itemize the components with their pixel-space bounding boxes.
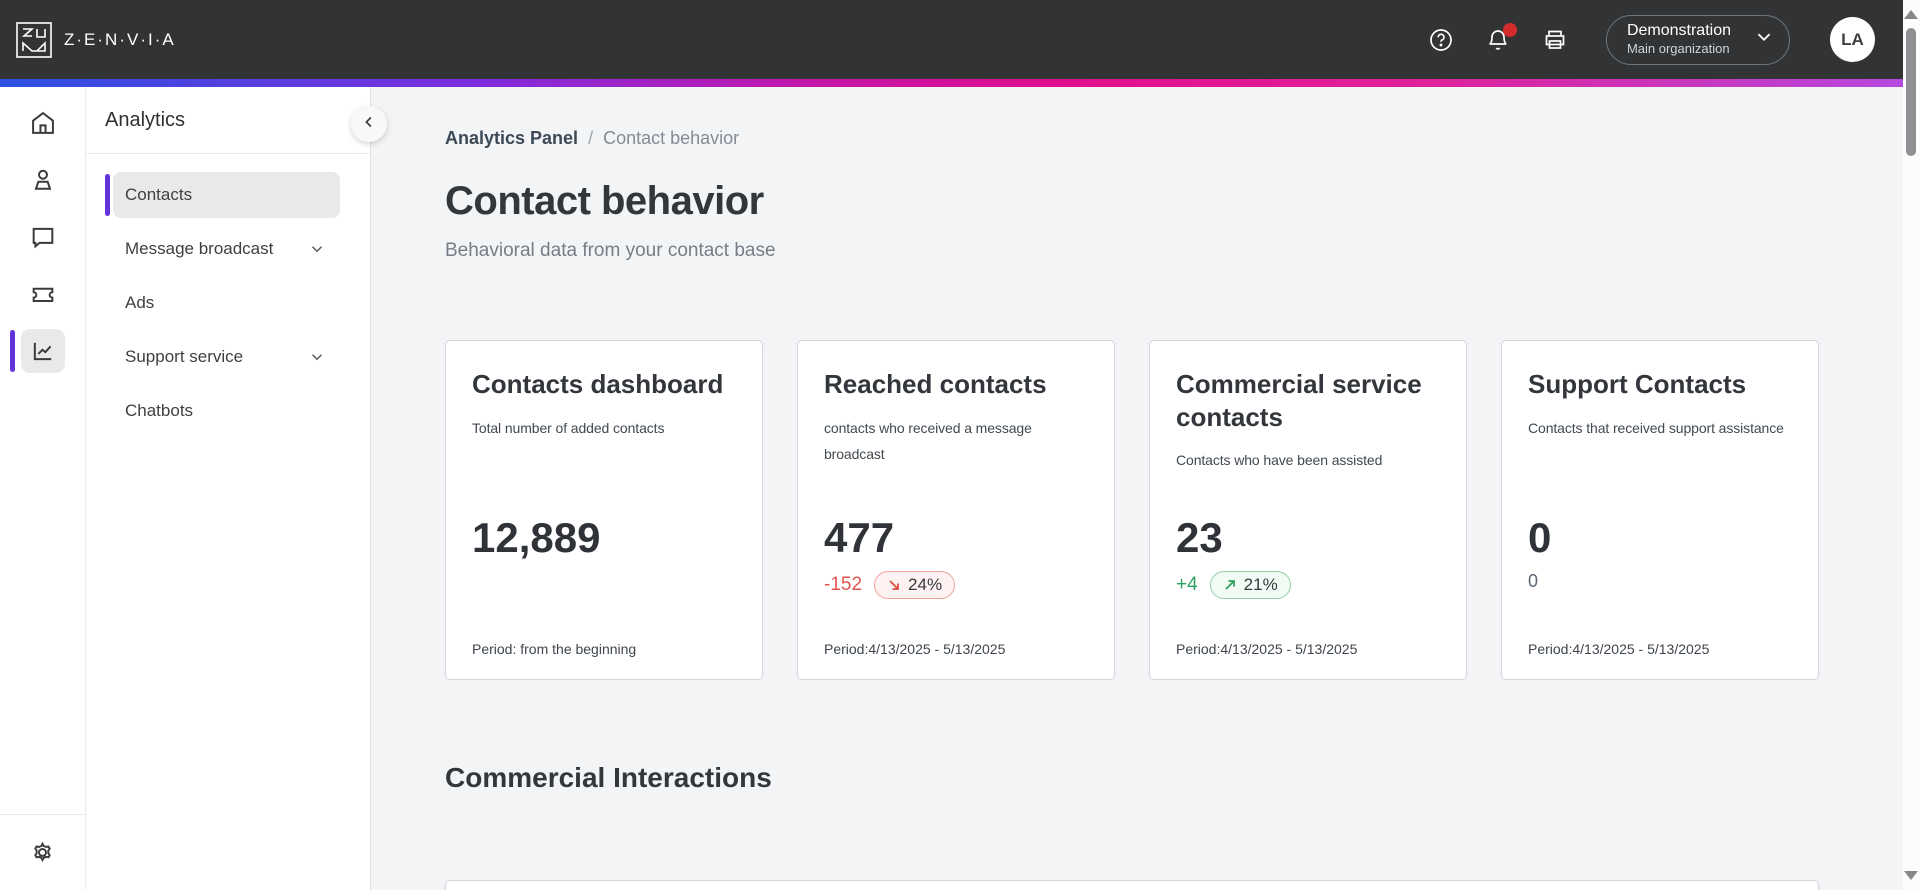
trend-badge: 21% xyxy=(1209,571,1291,599)
line-chart-icon xyxy=(20,329,65,373)
trend-up-icon xyxy=(1223,578,1237,592)
card-value: 0 xyxy=(1528,514,1552,561)
icon-rail xyxy=(0,87,86,890)
main-content: Analytics Panel / Contact behavior Conta… xyxy=(371,87,1920,890)
chevron-down-icon xyxy=(308,348,326,366)
trend-percent: 21% xyxy=(1243,575,1278,594)
organization-info: Demonstration Main organization xyxy=(1627,21,1731,57)
rail-footer xyxy=(0,814,85,890)
organization-subtitle: Main organization xyxy=(1626,41,1730,57)
trend-row: +4 21% xyxy=(1176,571,1291,599)
bell-icon xyxy=(1486,28,1510,52)
ticket-icon xyxy=(21,272,65,316)
scrollbar-thumb[interactable] xyxy=(1906,28,1916,156)
breadcrumb-separator: / xyxy=(588,128,594,148)
breadcrumb-parent-link[interactable]: Analytics Panel xyxy=(445,128,579,148)
nav-item-label: Ads xyxy=(125,293,155,312)
card-reached-contacts: Reached contacts contacts who received a… xyxy=(797,340,1115,680)
nav-item-ads[interactable]: Ads xyxy=(113,280,340,326)
nav-item-support-service[interactable]: Support service xyxy=(113,334,340,380)
nav-item-label: Chatbots xyxy=(125,401,194,420)
card-commercial-service-contacts: Commercial service contacts Contacts who… xyxy=(1149,340,1467,680)
print-button[interactable] xyxy=(1543,28,1567,52)
user-avatar[interactable]: LA xyxy=(1830,17,1875,62)
kpi-cards-row: Contacts dashboard Total number of added… xyxy=(445,340,1837,680)
sidebar-item-analytics[interactable] xyxy=(0,329,85,373)
zenvia-logo-icon xyxy=(14,20,54,60)
card-support-contacts: Support Contacts Contacts that received … xyxy=(1501,340,1819,680)
trend-badge: 24% xyxy=(874,571,956,599)
chevron-down-icon xyxy=(308,240,326,258)
card-period: Period:4/13/2025 - 5/13/2025 xyxy=(824,641,1006,657)
delta-value: +4 xyxy=(1176,574,1198,595)
card-title: Contacts dashboard xyxy=(472,369,724,399)
card-contacts-dashboard: Contacts dashboard Total number of added… xyxy=(445,340,763,680)
chevron-down-icon xyxy=(1753,26,1775,53)
home-icon xyxy=(21,101,65,145)
delta-value: -152 xyxy=(824,574,863,595)
page-scrollbar[interactable] xyxy=(1903,0,1920,890)
card-description: contacts who received a message broadcas… xyxy=(824,419,1032,463)
nav-item-label: Support service xyxy=(125,347,244,366)
sidebar-item-conversations[interactable] xyxy=(0,215,85,259)
nav-item-contacts[interactable]: Contacts xyxy=(105,172,340,218)
card-title: Support Contacts xyxy=(1528,369,1747,399)
app-body: Analytics Contacts Message broadcast Ads… xyxy=(0,87,1920,890)
panel-title: Analytics xyxy=(105,108,186,131)
nav-item-message-broadcast[interactable]: Message broadcast xyxy=(113,226,340,272)
card-value: 23 xyxy=(1176,514,1223,561)
page-title: Contact behavior xyxy=(445,179,764,223)
card-title: Commercial service contacts xyxy=(1176,369,1422,432)
card-description: Contacts who have been assisted xyxy=(1176,452,1383,468)
delta-value: 0 xyxy=(1528,571,1539,591)
scrollbar-up-arrow[interactable] xyxy=(1904,10,1918,19)
analytics-nav-panel: Analytics Contacts Message broadcast Ads… xyxy=(86,87,371,890)
trend-down-icon xyxy=(887,578,901,592)
nav-item-label: Contacts xyxy=(125,185,193,204)
settings-button[interactable] xyxy=(21,831,65,875)
card-period: Period: from the beginning xyxy=(472,641,637,657)
card-title: Reached contacts xyxy=(824,369,1047,399)
card-value: 12,889 xyxy=(472,514,601,561)
top-bar: Z·E·N·V·I·A xyxy=(0,0,1920,79)
trend-row: 0 xyxy=(1528,571,1538,592)
topbar-actions: Demonstration Main organization LA xyxy=(1396,14,1875,65)
organization-name: Demonstration xyxy=(1626,22,1731,40)
notification-badge xyxy=(1502,22,1517,37)
person-icon xyxy=(21,158,65,202)
nav-item-chatbots[interactable]: Chatbots xyxy=(113,388,340,434)
organization-switcher[interactable]: Demonstration Main organization xyxy=(1605,14,1790,65)
breadcrumb-current: Contact behavior xyxy=(603,128,740,148)
card-description: Contacts that received support assistanc… xyxy=(1528,419,1784,436)
sidebar-item-contacts[interactable] xyxy=(0,158,85,202)
card-description: Total number of added contacts xyxy=(472,419,665,436)
collapse-panel-button[interactable] xyxy=(351,106,387,142)
sidebar-item-home[interactable] xyxy=(0,101,85,145)
brand-name: Z·E·N·V·I·A xyxy=(64,29,176,49)
card-period: Period:4/13/2025 - 5/13/2025 xyxy=(1528,641,1710,657)
scrollbar-down-arrow[interactable] xyxy=(1904,871,1918,880)
trend-row: -152 24% xyxy=(824,571,956,599)
trend-percent: 24% xyxy=(908,575,943,594)
gear-icon xyxy=(21,831,65,875)
commercial-interactions-card xyxy=(445,880,1819,890)
brand-gradient-bar xyxy=(0,79,1920,87)
printer-icon xyxy=(1543,28,1567,52)
chat-bubble-icon xyxy=(21,215,65,259)
sidebar-item-tickets[interactable] xyxy=(0,272,85,316)
card-period: Period:4/13/2025 - 5/13/2025 xyxy=(1176,641,1358,657)
chevron-left-icon xyxy=(360,113,378,136)
section-title-commercial-interactions: Commercial Interactions xyxy=(445,762,772,793)
panel-header: Analytics xyxy=(86,87,370,154)
nav-item-label: Message broadcast xyxy=(125,239,274,258)
zenvia-logo[interactable]: Z·E·N·V·I·A xyxy=(14,20,176,60)
page-subtitle: Behavioral data from your contact base xyxy=(445,240,776,261)
panel-list: Contacts Message broadcast Ads Support s… xyxy=(86,154,370,442)
card-value: 477 xyxy=(824,514,895,561)
help-icon xyxy=(1429,28,1453,52)
breadcrumb: Analytics Panel / Contact behavior xyxy=(445,128,1837,149)
notifications-button[interactable] xyxy=(1486,22,1517,52)
help-button[interactable] xyxy=(1429,28,1453,52)
